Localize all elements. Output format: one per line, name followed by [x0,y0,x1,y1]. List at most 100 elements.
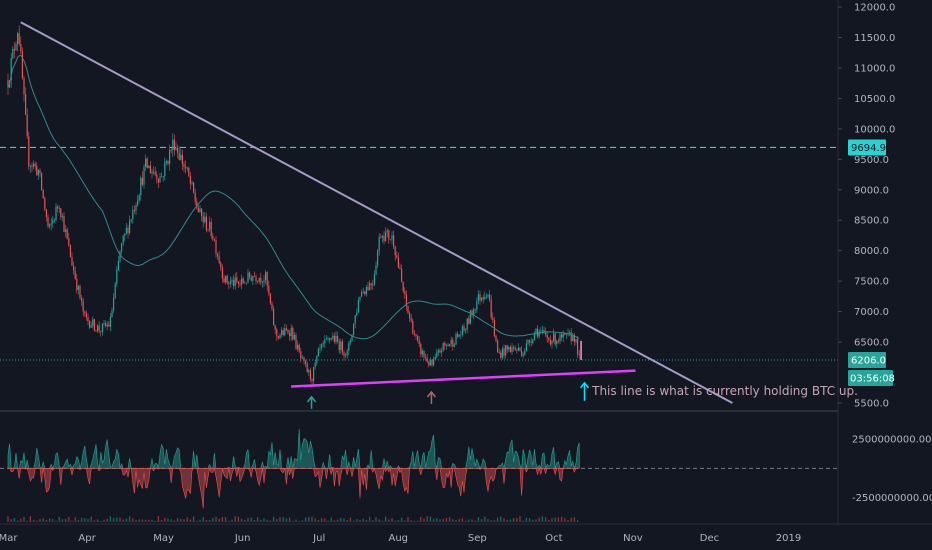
volume-bar [509,519,511,522]
candle-body [154,172,156,175]
candle-body [497,340,499,353]
candle-body [332,335,334,339]
oscillator-axis[interactable]: 2500000000.0000 -2500000000.0000 [852,434,932,504]
candle-body [234,277,236,286]
candle-body [247,272,249,283]
candle-body [442,342,444,351]
volume-bar [420,516,422,522]
volume-bar [125,518,127,522]
candle-body [44,198,46,210]
candle-body [340,341,342,351]
candle-body [178,152,180,160]
volume-bar [375,517,377,522]
candle-body [482,297,484,300]
candle-body [249,272,251,278]
price-axis[interactable]: 12000.0 11500.0 11000.0 10500.0 10000.0 9500.… [838,3,895,410]
candle-body [561,334,563,338]
candle-body [105,323,107,327]
candle-body [169,149,171,164]
volume-bar [221,517,223,522]
candle-body [439,350,441,353]
candle-body [199,208,201,213]
volume-bar [61,519,63,522]
candle-body [570,332,572,342]
candle-body [143,166,145,185]
volume-bar [353,520,355,522]
volume-bar [266,519,268,522]
volume-bar [196,520,198,522]
volume-bar [52,519,54,522]
candle-body [89,320,91,328]
time-axis[interactable]: Mar Apr May Jun Jul Aug Sep Oct Nov Dec 2019 [0,533,801,544]
candle-body [21,51,23,79]
candle-body [239,283,241,285]
volume-bar [250,517,252,522]
volume-bar [532,519,534,522]
price-tick-label: 11000.0 [854,63,895,74]
candle-body [7,80,9,88]
candle-body [221,267,223,279]
candle-body [177,147,179,153]
candle-body [103,323,105,324]
volume-bar [417,520,419,522]
time-tick-label: Jul [312,533,325,544]
volume-bar [468,519,470,522]
candle-body [58,208,60,210]
volume-bar [545,517,547,522]
candle-body [559,334,561,342]
candle-body [426,357,428,363]
volume-bar [426,516,428,522]
support-annotation[interactable]: This line is what is currently holding B… [591,384,858,398]
candle-body [396,255,398,258]
descending-trendline[interactable] [20,21,733,404]
candle-body [124,233,126,236]
volume-bar [506,519,508,522]
volume-bar [215,516,217,522]
time-tick-label: Mar [0,533,18,544]
candle-body [289,333,291,337]
volume-bar [36,520,38,522]
volume-bar [343,518,345,522]
volume-bar [311,516,313,522]
volume-bar [484,516,486,522]
price-tick-label: 10500.0 [854,94,895,105]
support-line[interactable] [291,369,636,388]
candle-body [26,114,28,137]
price-pane[interactable]: This line is what is currently holding B… [0,21,858,409]
candle-body [284,328,286,336]
candle-body [509,346,511,352]
volume-bar [397,519,399,522]
volume-bar [285,518,287,522]
candle-body [173,139,175,151]
candle-body [370,283,372,285]
volume-bar [461,518,463,522]
volume-bar [205,520,207,522]
volume-bar [314,518,316,522]
up-arrow-head-icon [426,390,437,398]
moving-average-line [7,54,580,340]
volume-bar [77,519,79,522]
volume-bar [148,519,150,522]
volume-bar [401,517,403,522]
volume-bar [385,516,387,522]
price-tick-label: 12000.0 [854,3,895,14]
oscillator-pane[interactable] [0,429,838,522]
volume-bar [349,517,351,522]
candle-body [37,170,39,176]
volume-bar [106,518,108,522]
volume-bar [452,519,454,522]
volume-bar [471,519,473,522]
volume-bar [132,518,134,522]
candle-body [90,325,92,328]
price-tick-label: 8000.0 [854,246,889,257]
time-tick-label: 2019 [776,533,801,544]
candle-body [468,318,470,324]
candle-body [260,277,262,283]
candle-body [410,318,412,321]
candle-body [29,165,31,167]
candle-body [87,317,89,321]
candle-body [513,347,515,348]
volume-bar [301,520,303,522]
volume-bar [321,518,323,522]
